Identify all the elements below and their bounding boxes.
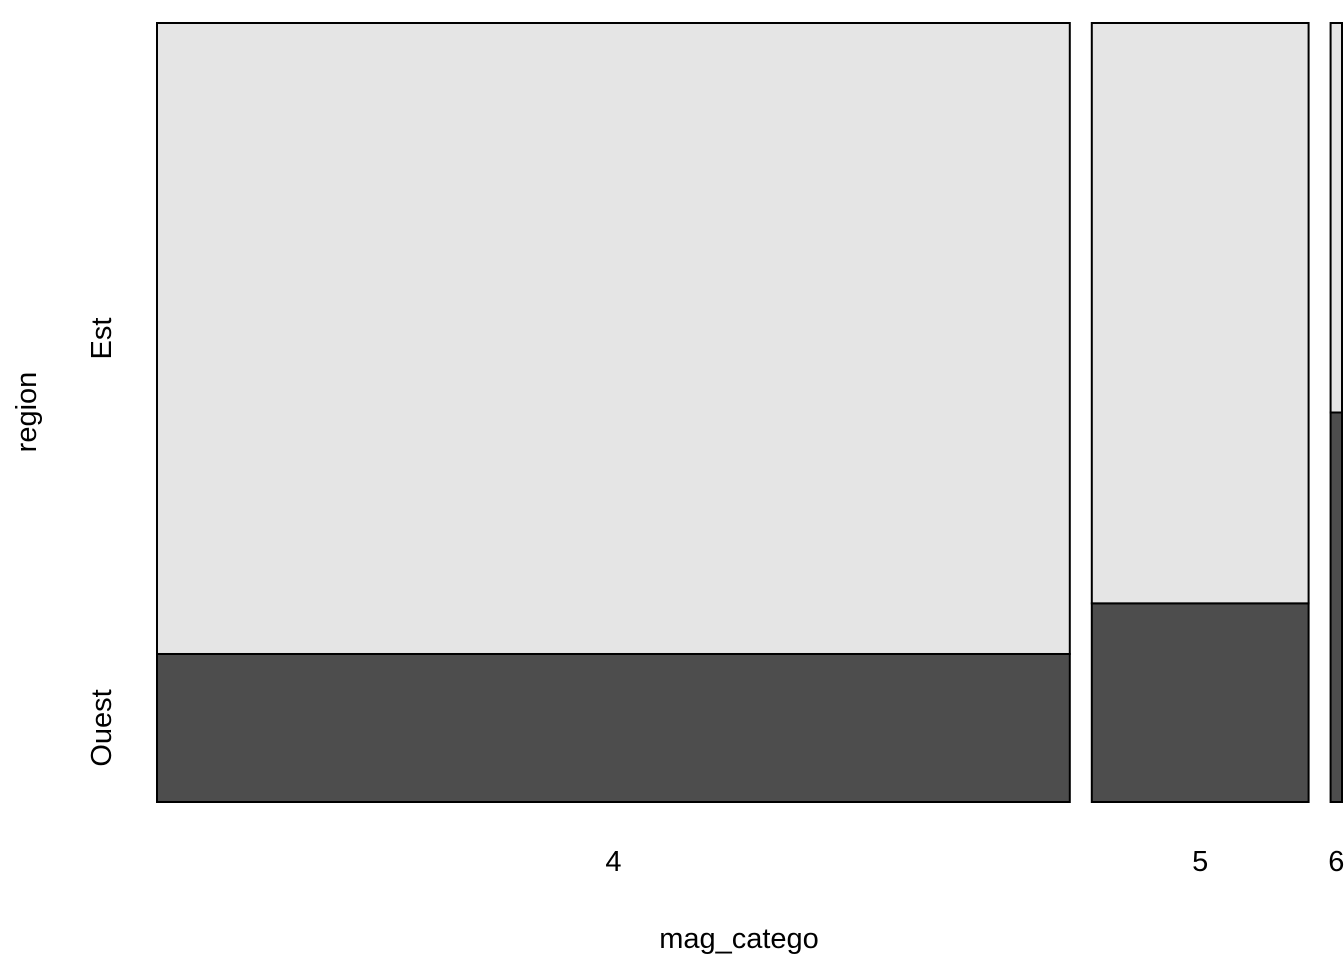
- x-tick-label: 4: [605, 846, 621, 878]
- tile-5-est: [1090, 22, 1310, 605]
- x-axis-title: mag_catego: [659, 923, 819, 955]
- x-tick-label: 6: [1328, 846, 1344, 878]
- x-tick-label: 5: [1192, 846, 1208, 878]
- tile-4-est: [156, 22, 1071, 655]
- y-axis-title: region: [11, 372, 43, 453]
- tile-6-est: [1329, 22, 1343, 414]
- tile-5-ouest: [1090, 602, 1310, 803]
- tile-6-ouest: [1329, 411, 1343, 803]
- y-tick-label: Ouest: [86, 689, 118, 766]
- mosaic-tiles: [156, 22, 1343, 803]
- y-tick-label: Est: [86, 318, 118, 360]
- tick-labels: 4 5 6 Ouest Est: [86, 318, 1344, 878]
- tile-4-ouest: [156, 652, 1071, 803]
